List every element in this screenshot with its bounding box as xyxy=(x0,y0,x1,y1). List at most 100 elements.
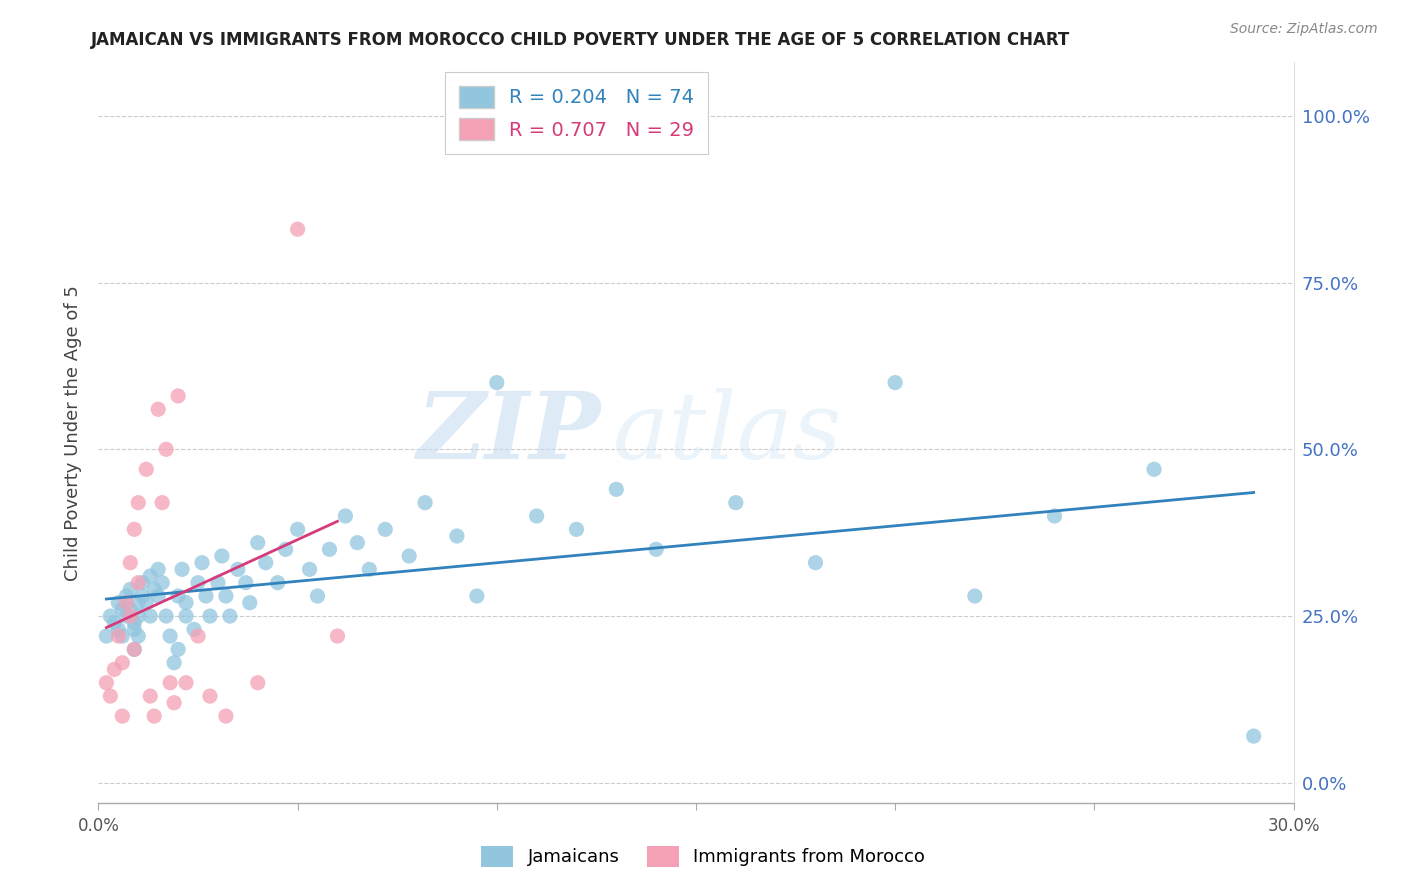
Point xyxy=(148,589,170,603)
Point xyxy=(98,689,122,703)
Point xyxy=(359,562,381,576)
Point xyxy=(187,575,209,590)
Point xyxy=(645,542,668,557)
Point xyxy=(115,596,138,610)
Point xyxy=(465,589,488,603)
Point xyxy=(163,696,186,710)
Point xyxy=(307,589,329,603)
Point xyxy=(124,642,146,657)
Point xyxy=(446,529,468,543)
Point xyxy=(174,596,197,610)
Point xyxy=(326,629,349,643)
Point xyxy=(195,589,218,603)
Point xyxy=(198,609,221,624)
Point xyxy=(267,575,290,590)
Point xyxy=(219,609,242,624)
Point xyxy=(135,462,157,476)
Point xyxy=(174,609,197,624)
Point xyxy=(198,689,221,703)
Point xyxy=(115,589,138,603)
Point xyxy=(235,575,257,590)
Point xyxy=(103,662,125,676)
Point xyxy=(207,575,229,590)
Point xyxy=(155,442,177,457)
Point xyxy=(150,575,173,590)
Point xyxy=(1243,729,1265,743)
Point xyxy=(120,556,142,570)
Legend: R = 0.204   N = 74, R = 0.707   N = 29: R = 0.204 N = 74, R = 0.707 N = 29 xyxy=(446,72,707,154)
Point xyxy=(127,596,149,610)
Point xyxy=(724,496,747,510)
Point xyxy=(318,542,340,557)
Point xyxy=(174,675,197,690)
Point xyxy=(565,522,588,536)
Y-axis label: Child Poverty Under the Age of 5: Child Poverty Under the Age of 5 xyxy=(63,285,82,581)
Point xyxy=(172,562,194,576)
Text: ZIP: ZIP xyxy=(416,388,600,477)
Legend: Jamaicans, Immigrants from Morocco: Jamaicans, Immigrants from Morocco xyxy=(474,838,932,874)
Point xyxy=(120,602,142,616)
Point xyxy=(127,609,149,624)
Point xyxy=(374,522,396,536)
Point xyxy=(246,675,269,690)
Point xyxy=(131,589,153,603)
Point xyxy=(287,522,309,536)
Point xyxy=(124,522,146,536)
Point xyxy=(1043,508,1066,523)
Point xyxy=(139,689,162,703)
Text: JAMAICAN VS IMMIGRANTS FROM MOROCCO CHILD POVERTY UNDER THE AGE OF 5 CORRELATION: JAMAICAN VS IMMIGRANTS FROM MOROCCO CHIL… xyxy=(91,31,1070,49)
Point xyxy=(139,609,162,624)
Point xyxy=(167,389,190,403)
Point xyxy=(155,609,177,624)
Point xyxy=(107,596,129,610)
Text: atlas: atlas xyxy=(613,388,842,477)
Point xyxy=(413,496,436,510)
Point xyxy=(139,569,162,583)
Point xyxy=(127,575,149,590)
Point xyxy=(167,589,190,603)
Text: Source: ZipAtlas.com: Source: ZipAtlas.com xyxy=(1230,22,1378,37)
Point xyxy=(103,615,125,630)
Point xyxy=(187,629,209,643)
Point xyxy=(226,562,249,576)
Point xyxy=(298,562,321,576)
Point xyxy=(163,656,186,670)
Point xyxy=(167,642,190,657)
Point xyxy=(124,615,146,630)
Point xyxy=(963,589,986,603)
Point xyxy=(398,549,420,563)
Point xyxy=(124,642,146,657)
Point xyxy=(183,623,205,637)
Point xyxy=(211,549,233,563)
Point xyxy=(346,535,368,549)
Point xyxy=(239,596,262,610)
Point xyxy=(111,656,134,670)
Point xyxy=(287,222,309,236)
Point xyxy=(804,556,827,570)
Point xyxy=(159,629,181,643)
Point xyxy=(127,496,149,510)
Point xyxy=(135,596,157,610)
Point xyxy=(485,376,508,390)
Point xyxy=(215,589,238,603)
Point xyxy=(148,562,170,576)
Point xyxy=(124,623,146,637)
Point xyxy=(274,542,297,557)
Point xyxy=(159,675,181,690)
Point xyxy=(120,582,142,597)
Point xyxy=(1143,462,1166,476)
Point xyxy=(111,709,134,723)
Point xyxy=(191,556,214,570)
Point xyxy=(150,496,173,510)
Point xyxy=(215,709,238,723)
Point xyxy=(884,376,907,390)
Point xyxy=(111,629,134,643)
Point xyxy=(526,508,548,523)
Point xyxy=(143,582,166,597)
Point xyxy=(115,609,138,624)
Point xyxy=(131,575,153,590)
Point xyxy=(107,629,129,643)
Point xyxy=(120,609,142,624)
Point xyxy=(107,623,129,637)
Point xyxy=(143,709,166,723)
